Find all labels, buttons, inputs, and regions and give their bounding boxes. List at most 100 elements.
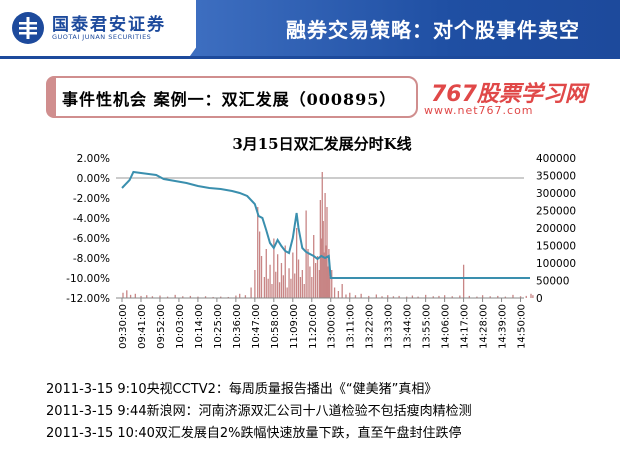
x-tick-label: 13:11:00 (346, 304, 357, 349)
volume-bar (269, 264, 271, 298)
volume-bar (325, 245, 327, 298)
x-tick-label: 11:09:00 (289, 304, 300, 349)
volume-bar (327, 266, 329, 298)
volume-bar (257, 207, 259, 298)
logo-text-en: GUOTAI JUNAN SECURITIES (52, 33, 152, 41)
volume-bar (444, 295, 446, 298)
volume-bar (311, 277, 313, 298)
volume-bar (301, 270, 303, 298)
volume-bar (519, 296, 522, 298)
watermark-url: www.net767.com (424, 104, 534, 117)
volume-bar (292, 252, 294, 298)
volume-bar (290, 278, 292, 298)
volume-bar (267, 278, 269, 298)
volume-bar (316, 256, 319, 298)
volume-bar (260, 256, 263, 298)
volume-bar (341, 284, 343, 298)
volume-bar (337, 291, 340, 298)
section-label-accent (46, 76, 56, 118)
y-left-tick-label: -4.00% (73, 213, 110, 225)
volume-bar (282, 275, 285, 298)
volume-bar (284, 245, 286, 298)
watermark-brand: 767股票学习网 (431, 82, 587, 107)
price-line (121, 170, 530, 279)
volume-bar (263, 277, 266, 298)
volume-bar (476, 296, 478, 298)
volume-bar (320, 238, 322, 298)
volume-bar (280, 263, 283, 298)
volume-bar (286, 287, 288, 298)
volume-bar (146, 295, 148, 298)
volume-bar (417, 296, 419, 298)
note-line-1: 2011-3-15 9:10央视CCTV2：每周质量报告播出《“健美猪”真相》 (46, 382, 438, 397)
volume-bar (368, 295, 370, 298)
volume-bar (278, 282, 281, 298)
volume-bar (532, 295, 534, 298)
y-right-tick-label: 200000 (536, 223, 576, 235)
volume-bar (288, 268, 290, 298)
volume-bar (324, 193, 326, 298)
volume-bar (271, 284, 273, 298)
x-tick-label: 13:00:00 (327, 304, 338, 349)
volume-bar (319, 200, 322, 298)
volume-bar (432, 296, 434, 298)
volume-bar (159, 295, 161, 298)
volume-bar (313, 235, 315, 298)
x-tick-label: 14:39:00 (498, 304, 509, 349)
volume-bar (333, 287, 336, 298)
header-band (196, 0, 620, 56)
volume-bar (489, 296, 491, 298)
chart-title: 3月15日双汇发展分时K线 (232, 135, 411, 153)
volume-bars (122, 172, 534, 298)
x-tick-label: 09:52:00 (156, 304, 167, 349)
section-label-box (46, 76, 418, 118)
section-label: 事件性机会 案例一：双汇发展（000895） (62, 90, 397, 109)
volume-bar (321, 172, 323, 298)
x-tick-label: 10:58:00 (270, 304, 281, 349)
page-title: 融券交易策略：对个股事件卖空 (286, 18, 580, 42)
y-right-tick-label: 300000 (536, 188, 576, 200)
y-left-tick-label: -6.00% (73, 233, 110, 245)
volume-bar (303, 284, 305, 298)
volume-bar (197, 296, 199, 298)
volume-bar (244, 295, 247, 298)
intraday-chart: 3月15日双汇发展分时K线 2.00% 0.00% -2.00% -4.00% -6.0… (66, 135, 576, 349)
volume-bar (326, 207, 328, 298)
volume-bar (265, 249, 267, 298)
volume-bar (425, 294, 427, 298)
volume-bar (258, 231, 261, 298)
header-divider (0, 56, 620, 59)
x-tick-label: 13:55:00 (422, 304, 433, 349)
volume-bar (318, 270, 321, 298)
note-line-3: 2011-3-15 10:40双汇发展自2%跌幅快速放量下跌，直至午盘封住跌停 (46, 426, 462, 441)
y-right-tick-label: 100000 (536, 258, 576, 270)
x-tick-label: 13:44:00 (403, 304, 414, 349)
volume-bar (497, 295, 499, 298)
x-tick-label: 09:41:00 (137, 304, 148, 349)
y-left-tick-label: -12.00% (66, 293, 110, 305)
volume-bar (438, 295, 440, 298)
volume-bar (174, 294, 176, 298)
volume-bar (305, 210, 307, 298)
volume-bar (459, 295, 461, 298)
volume-bar (275, 271, 277, 298)
x-tick-label: 10:25:00 (213, 304, 224, 349)
volume-bar (392, 296, 395, 298)
volume-bar (504, 296, 507, 298)
guotai-junan-logo-icon (12, 12, 44, 44)
volume-bar (314, 263, 317, 298)
volume-bar (525, 295, 527, 298)
x-tick-label: 13:33:00 (384, 304, 395, 349)
volume-bar (331, 270, 333, 298)
volume-bar (134, 293, 136, 298)
event-notes: 2011-3-15 9:10央视CCTV2：每周质量报告播出《“健美猪”真相》 … (46, 379, 472, 445)
header: 国泰君安证券 GUOTAI JUNAN SECURITIES 融券交易策略：对个… (0, 0, 620, 59)
volume-bar (166, 296, 169, 298)
volume-bar (398, 295, 400, 298)
volume-bar (277, 254, 279, 298)
volume-bar (481, 295, 484, 298)
y-right-tick-label: 400000 (536, 153, 576, 165)
volume-bar (381, 296, 383, 298)
volume-bar (309, 266, 311, 298)
volume-bar (530, 293, 532, 298)
